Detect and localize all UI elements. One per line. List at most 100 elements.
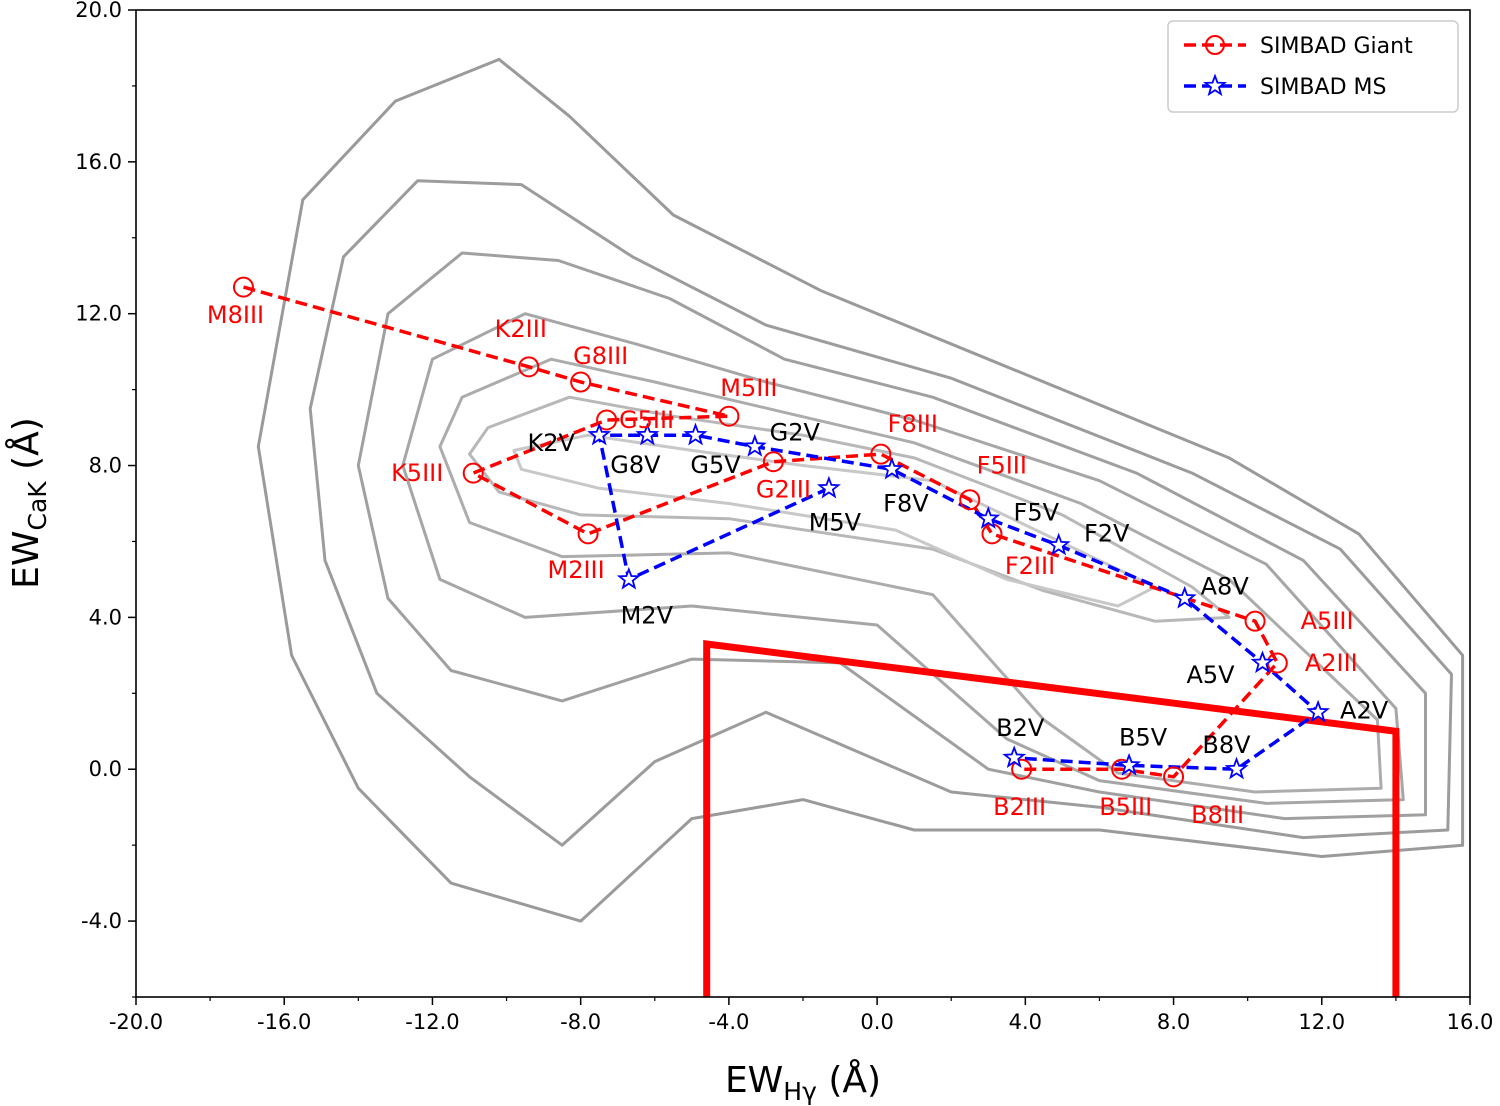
ms-label-M2V: M2V [621, 601, 674, 629]
ms-point-A5V [1250, 650, 1275, 674]
giant-label-F5III: F5III [977, 452, 1027, 480]
giant-point-K5III [462, 462, 484, 484]
ms-label-G5V: G5V [690, 451, 741, 479]
x-tick-label: -20.0 [109, 1010, 163, 1034]
ms-label-F5V: F5V [1014, 499, 1060, 527]
ms-label-F8V: F8V [883, 489, 929, 517]
y-tick-label: 12.0 [75, 302, 122, 326]
giant-point-K2III [518, 356, 540, 378]
contour-level-6 [468, 395, 1231, 623]
x-tick-label: -12.0 [405, 1010, 459, 1034]
legend-ms-label: SIMBAD MS [1260, 75, 1386, 100]
ms-label-M5V: M5V [809, 508, 862, 536]
x-axis-title-main: EW [725, 1060, 783, 1101]
giant-point-G8III [570, 371, 592, 393]
x-axis-ticks: -20.0 -16.0 -12.0 -8.0 -4.0 0.0 4.0 8.0 12.0 16.0 [109, 997, 1494, 1034]
giant-label-M8III: M8III [207, 301, 264, 329]
x-tick-label: 4.0 [1009, 1010, 1042, 1034]
giant-label-K5III: K5III [391, 459, 443, 487]
giant-label-A2III: A2III [1305, 649, 1358, 677]
giant-point-A5III [1244, 610, 1266, 632]
giant-point-F5III [959, 489, 981, 511]
ms-label-F2V: F2V [1084, 519, 1130, 547]
giant-point-M2III [577, 523, 599, 545]
ms-point-A8V [1172, 585, 1197, 609]
legend-ms-marker [1203, 73, 1227, 97]
x-axis-title-sub: Hγ [783, 1077, 817, 1106]
ms-point-B8V [1224, 756, 1249, 780]
giant-label-G8III: G8III [573, 342, 628, 370]
x-tick-label: -16.0 [257, 1010, 311, 1034]
giant-label-B8III: B8III [1191, 801, 1244, 829]
giant-label-M5III: M5III [720, 374, 777, 402]
x-axis-title-unit: (Å) [817, 1058, 881, 1101]
ms-point-G5V [683, 422, 708, 446]
x-tick-label: -8.0 [560, 1010, 601, 1034]
y-axis-title-unit: (Å) [4, 417, 47, 481]
plot-background [136, 10, 1470, 997]
y-axis-ticks: -4.0 0.0 4.0 8.0 12.0 16.0 20.0 [75, 0, 136, 998]
ms-point-F2V [1046, 532, 1071, 556]
y-axis-title: EWCaK (Å) [4, 417, 52, 589]
contour-level-1 [256, 57, 1465, 923]
giant-label-K2III: K2III [495, 315, 547, 343]
ms-point-B5V [1117, 752, 1142, 776]
ms-point-B2V [1002, 745, 1027, 768]
legend-giant-label: SIMBAD Giant [1260, 34, 1413, 59]
ms-label-G8V: G8V [610, 451, 661, 479]
ms-point-K2V [587, 422, 612, 446]
legend-giant-marker [1205, 35, 1225, 55]
ms-point-M2V [616, 566, 641, 590]
ms-label-A2V: A2V [1340, 696, 1389, 724]
contour-level-3 [356, 251, 1427, 821]
selection-box [703, 640, 1400, 997]
selection-boundary [703, 640, 1400, 997]
x-tick-label: 8.0 [1157, 1010, 1190, 1034]
giant-point-B8III [1163, 766, 1185, 788]
giant-point-G5III [596, 409, 618, 431]
contour-level-5 [438, 357, 1383, 794]
y-tick-label: 0.0 [89, 757, 122, 781]
contour-level-2 [308, 179, 1453, 847]
series-markers [232, 276, 1331, 788]
legend-star-icon [1203, 73, 1227, 97]
point-labels: M8III K2III G8III M5III G5III K5III M2III G2III… [207, 301, 1389, 829]
giant-label-B2III: B2III [993, 793, 1046, 821]
ms-point-G2V [742, 434, 767, 457]
density-contours [256, 57, 1465, 923]
ms-label-K2V: K2V [527, 429, 575, 457]
giant-point-B2III [1011, 758, 1033, 780]
ms-label-A5V: A5V [1186, 661, 1235, 689]
x-tick-label: 16.0 [1447, 1010, 1494, 1034]
giant-label-F8III: F8III [888, 410, 938, 438]
ms-series-line [597, 433, 1320, 771]
x-axis-title: EWHγ (Å) [725, 1058, 881, 1106]
giant-point-M5III [718, 405, 740, 427]
ms-point-G8V [635, 422, 660, 446]
series-lines [243, 285, 1320, 779]
y-tick-label: 4.0 [89, 605, 122, 629]
ms-label-G2V: G2V [770, 419, 821, 447]
ms-point-M5V [816, 475, 841, 499]
giant-series-line [243, 285, 1280, 779]
x-tick-label: -4.0 [708, 1010, 749, 1034]
legend: SIMBAD Giant SIMBAD MS [1167, 20, 1459, 113]
contour-level-7 [512, 433, 1157, 608]
giant-label-A5III: A5III [1301, 607, 1354, 635]
giant-label-M2III: M2III [547, 556, 604, 584]
giant-point-M8III [232, 276, 254, 298]
ms-label-B2V: B2V [996, 714, 1045, 742]
contour-level-4 [401, 312, 1405, 805]
giant-label-G5III: G5III [619, 406, 674, 434]
ms-label-B8V: B8V [1202, 731, 1251, 759]
giant-point-F8III [870, 443, 892, 465]
ms-label-B5V: B5V [1119, 723, 1168, 751]
ms-point-F5V [976, 506, 1001, 529]
giant-label-F2III: F2III [1005, 552, 1055, 580]
y-axis-title-sub: CaK [23, 481, 52, 531]
y-axis-title-main: EW [6, 531, 47, 589]
giant-point-G2III [762, 451, 784, 473]
y-tick-label: -4.0 [81, 909, 122, 933]
y-tick-label: 16.0 [75, 150, 122, 174]
